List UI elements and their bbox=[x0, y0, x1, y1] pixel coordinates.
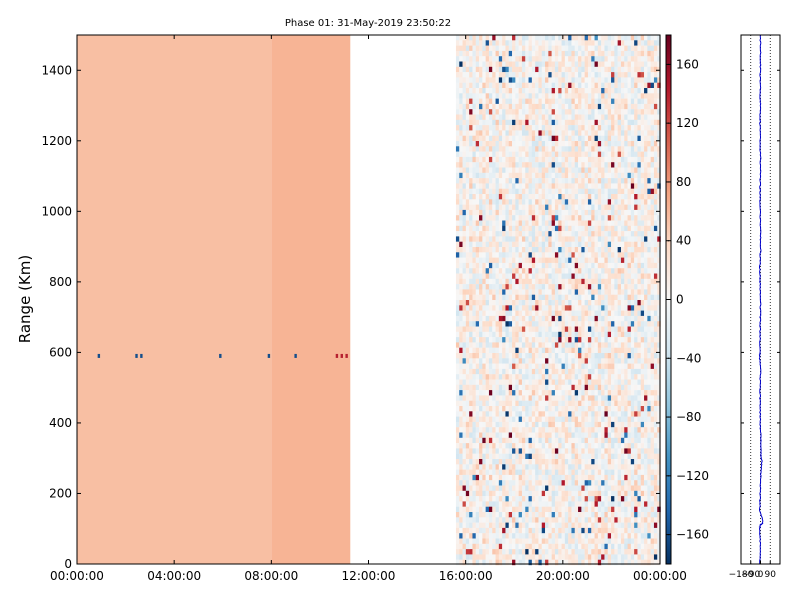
y-tick-label: 600 bbox=[49, 345, 72, 359]
profile-x-tick-label: −90 bbox=[741, 570, 760, 580]
x-tick-label: 20:00:00 bbox=[536, 569, 590, 583]
x-tick-label: 00:00:00 bbox=[50, 569, 104, 583]
colorbar-tick-label: −160 bbox=[676, 528, 709, 542]
segment-0 bbox=[77, 35, 272, 564]
phase-profile: −180−900 90 bbox=[729, 34, 781, 580]
feature-mark-1-2 bbox=[345, 353, 348, 358]
x-axis-ticks: 00:00:00 04:00:00 08:00:00 12:00:00 16:00:00… bbox=[50, 35, 687, 583]
y-axis-ticks: 0 200 400 600 800 1000 1200 1400 bbox=[41, 63, 660, 571]
feature-mark-0-1 bbox=[135, 353, 138, 358]
segment-1 bbox=[271, 35, 351, 564]
feature-marks bbox=[97, 353, 348, 358]
profile-y-ticks bbox=[741, 69, 780, 565]
feature-mark-0-5 bbox=[294, 353, 297, 358]
feature-mark-0-2 bbox=[140, 353, 143, 358]
colorbar-tick-label: −40 bbox=[676, 351, 701, 365]
x-tick-label: 00:00:00 bbox=[633, 569, 687, 583]
y-tick-label: 1000 bbox=[41, 204, 72, 218]
y-tick-label: 400 bbox=[49, 416, 72, 430]
colorbar-ticks: −160 −120 −80 −40 0 40 80 120 160 bbox=[666, 57, 709, 542]
colorbar-tick-label: −120 bbox=[676, 469, 709, 483]
x-tick-label: 16:00:00 bbox=[439, 569, 493, 583]
feature-mark-1-0 bbox=[335, 353, 339, 358]
profile-x-tick-label: 90 bbox=[765, 570, 777, 580]
y-tick-label: 0 bbox=[64, 557, 72, 571]
y-tick-label: 800 bbox=[49, 275, 72, 289]
noise-region bbox=[455, 35, 661, 566]
feature-mark-0-3 bbox=[219, 353, 222, 358]
x-tick-label: 04:00:00 bbox=[147, 569, 201, 583]
heatmap-cells bbox=[77, 35, 351, 564]
chart-title: Phase 01: 31-May-2019 23:50:22 bbox=[285, 18, 451, 29]
colorbar-tick-label: 120 bbox=[676, 116, 699, 130]
y-tick-label: 1200 bbox=[41, 134, 72, 148]
phase-heatmap: Phase 01: 31-May-2019 23:50:22 00:00:00 0… bbox=[16, 18, 687, 583]
colorbar: −160 −120 −80 −40 0 40 80 120 160 bbox=[665, 34, 709, 565]
profile-x-tick-label: 0 bbox=[758, 570, 764, 580]
y-tick-label: 200 bbox=[49, 486, 72, 500]
colorbar-tick-label: 160 bbox=[676, 57, 699, 71]
x-tick-label: 08:00:00 bbox=[244, 569, 298, 583]
colorbar-tick-label: 80 bbox=[676, 175, 691, 189]
y-axis-label: Range (Km) bbox=[16, 255, 34, 343]
colorbar-tick-label: −80 bbox=[676, 410, 701, 424]
profile-line bbox=[758, 34, 764, 565]
colorbar-tick-label: 40 bbox=[676, 234, 691, 248]
y-tick-label: 1400 bbox=[41, 63, 72, 77]
x-tick-label: 12:00:00 bbox=[342, 569, 396, 583]
colorbar-tick-label: 0 bbox=[676, 293, 684, 307]
feature-mark-0-0 bbox=[97, 353, 101, 358]
feature-mark-0-4 bbox=[267, 353, 271, 358]
profile-x-tick-label: −180 bbox=[729, 570, 754, 580]
feature-mark-1-1 bbox=[340, 353, 343, 358]
